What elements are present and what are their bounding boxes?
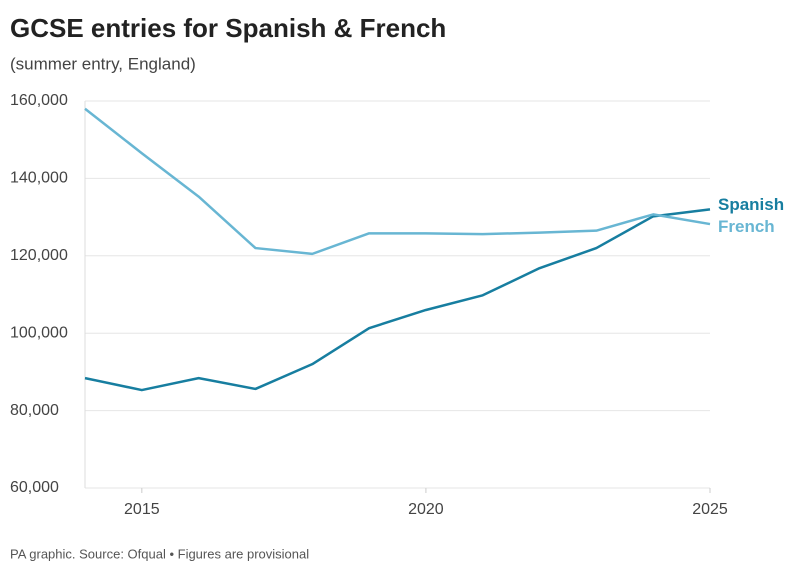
chart-subtitle: (summer entry, England): [10, 54, 196, 73]
series-line: [84, 208, 711, 392]
chart-title: GCSE entries for Spanish & French: [10, 13, 446, 43]
series-label: Spanish: [718, 195, 784, 214]
y-tick-label: 160,000: [10, 92, 68, 109]
y-tick-label: 60,000: [10, 479, 59, 496]
y-tick-label: 120,000: [10, 247, 68, 264]
x-tick-label: 2015: [124, 501, 160, 518]
x-tick-label: 2025: [692, 501, 728, 518]
series-label: French: [718, 217, 775, 236]
series-line: [84, 107, 711, 256]
y-tick-label: 80,000: [10, 402, 59, 419]
x-tick-label: 2020: [408, 501, 444, 518]
source-note: PA graphic. Source: Ofqual • Figures are…: [10, 546, 309, 561]
y-tick-label: 100,000: [10, 324, 68, 341]
y-tick-label: 140,000: [10, 170, 68, 187]
